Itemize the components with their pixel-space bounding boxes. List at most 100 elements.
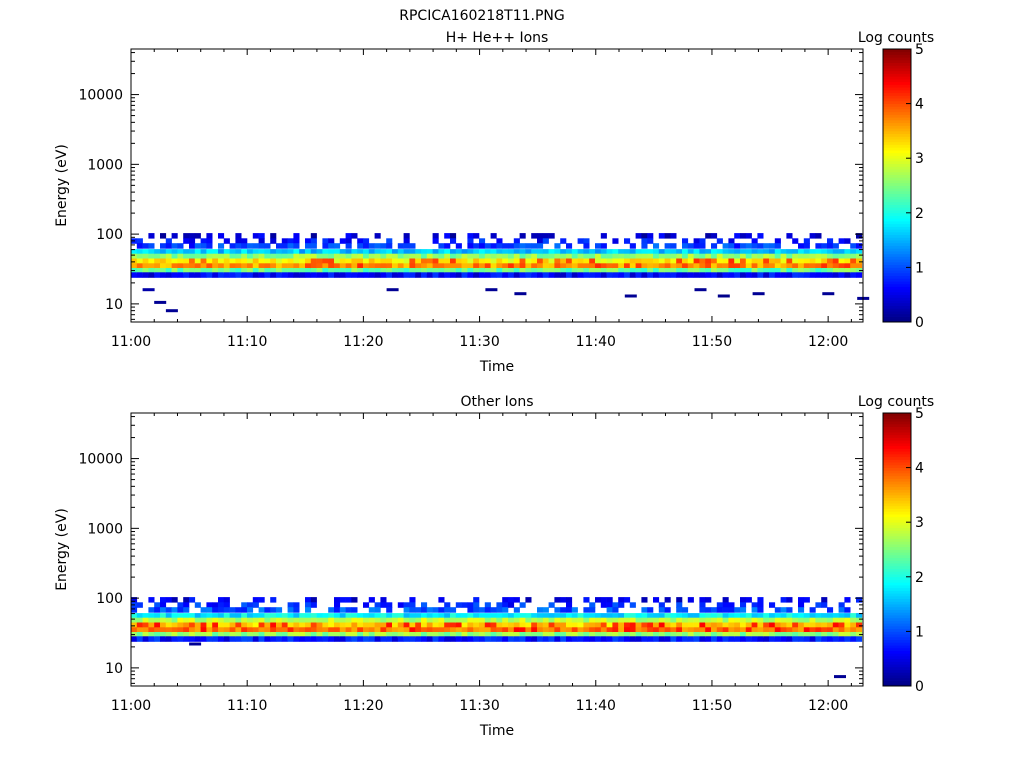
heatmap-cell (426, 258, 433, 264)
heatmap-cell (421, 263, 428, 269)
heatmap-cell (194, 268, 201, 274)
heatmap-cell (212, 602, 219, 608)
heatmap-cell (624, 617, 631, 624)
heatmap-cell (525, 636, 532, 642)
heatmap-cell (490, 613, 497, 619)
heatmap-cell (560, 632, 567, 638)
heatmap-cell (571, 617, 578, 624)
sparse-point (514, 292, 527, 296)
heatmap-cell (525, 249, 532, 255)
heatmap-cell (566, 263, 573, 269)
heatmap-cell (212, 268, 219, 274)
heatmap-cell (293, 238, 300, 244)
heatmap-cell (252, 272, 259, 278)
heatmap-cell (218, 253, 225, 260)
heatmap-cell (635, 268, 642, 274)
heatmap-cell (745, 249, 752, 255)
heatmap-cell (218, 602, 225, 608)
heatmap-cell (774, 253, 781, 260)
colorbar-segment (883, 248, 911, 252)
heatmap-cell (589, 602, 596, 608)
heatmap-cell (258, 243, 265, 249)
colorbar-segment (883, 574, 911, 578)
heatmap-cell (740, 249, 747, 255)
heatmap-cell (658, 607, 665, 613)
heatmap-cell (693, 622, 700, 628)
colorbar-segment (883, 565, 911, 570)
heatmap-cell (693, 258, 700, 264)
heatmap-cell (641, 272, 648, 278)
heatmap-cell (293, 263, 300, 269)
heatmap-cell (664, 636, 671, 642)
heatmap-cell (577, 632, 584, 638)
colorbar-segment (883, 451, 911, 455)
heatmap-cell (583, 263, 590, 269)
heatmap-cell (618, 263, 625, 269)
heatmap-cell (542, 617, 549, 624)
colorbar-segment (883, 278, 911, 282)
heatmap-cell (664, 253, 671, 260)
heatmap-cell (177, 636, 184, 642)
heatmap-cell (606, 597, 613, 603)
heatmap-cell (612, 636, 619, 642)
heatmap-cell (148, 607, 155, 613)
colorbar-segment (883, 552, 911, 556)
heatmap-cell (769, 617, 776, 624)
heatmap-cell (786, 268, 793, 274)
colorbar-segment (883, 500, 911, 504)
heatmap-cell (229, 243, 236, 249)
heatmap-cell (687, 253, 694, 260)
heatmap-cell (247, 613, 254, 619)
heatmap-cell (368, 636, 375, 642)
colorbar-segment (883, 503, 911, 507)
heatmap-cell (600, 613, 607, 619)
heatmap-cell (763, 632, 770, 638)
heatmap-cell (600, 263, 607, 269)
heatmap-cell (769, 613, 776, 619)
heatmap-cell (415, 607, 422, 613)
heatmap-cell (351, 627, 358, 633)
heatmap-cell (792, 272, 799, 278)
heatmap-cell (525, 613, 532, 619)
heatmap-cell (305, 272, 312, 278)
heatmap-cell (444, 268, 451, 274)
heatmap-cell (461, 613, 468, 619)
heatmap-cell (357, 243, 364, 249)
heatmap-cell (357, 622, 364, 628)
sparse-point (386, 288, 399, 292)
colorbar-segment (883, 554, 911, 559)
colorbar-segment (883, 70, 911, 74)
heatmap-cell (577, 272, 584, 278)
heatmap-cell (670, 233, 677, 239)
heatmap-cell (728, 272, 735, 278)
heatmap-cell (647, 263, 654, 269)
heatmap-cell (531, 249, 538, 255)
heatmap-cell (345, 632, 352, 638)
colorbar-segment (883, 601, 911, 605)
heatmap-cell (664, 627, 671, 633)
heatmap-cell (751, 243, 758, 249)
heatmap-cell (548, 627, 555, 633)
heatmap-cell (189, 272, 196, 278)
heatmap-cell (496, 268, 503, 274)
heatmap-cell (531, 272, 538, 278)
heatmap-cell (189, 636, 196, 642)
heatmap-cell (716, 632, 723, 638)
heatmap-cell (798, 632, 805, 638)
heatmap-cell (554, 636, 561, 642)
heatmap-cell (386, 617, 393, 624)
heatmap-cell (154, 636, 161, 642)
colorbar-title: Log counts (858, 394, 934, 410)
heatmap-cell (571, 253, 578, 260)
heatmap-cell (136, 622, 143, 628)
heatmap-cell (653, 632, 660, 638)
heatmap-cell (780, 607, 787, 613)
heatmap-cell (322, 268, 329, 274)
heatmap-cell (844, 622, 851, 628)
heatmap-cell (194, 617, 201, 624)
heatmap-cell (281, 268, 288, 274)
colorbar-segment (883, 489, 911, 493)
heatmap-cell (490, 249, 497, 255)
heatmap-cell (525, 253, 532, 260)
x-tick-label: 11:40 (576, 334, 616, 350)
